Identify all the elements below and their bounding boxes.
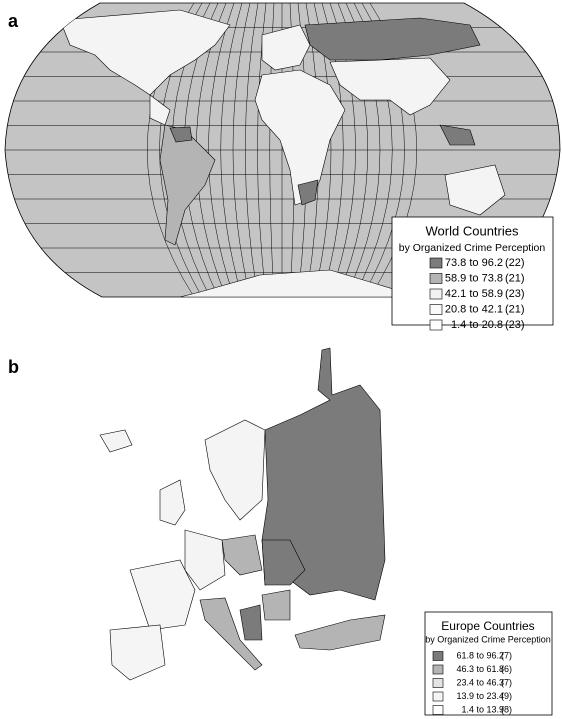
- turkey: [294, 614, 386, 651]
- legend-range: 1.4 to 13.9: [461, 704, 504, 714]
- legend-swatch: [429, 288, 443, 300]
- southeast-asia: [439, 124, 476, 146]
- legend-swatch: [432, 691, 444, 702]
- legend-subtitle: by Organized Crime Perception: [425, 634, 551, 644]
- australia: [444, 164, 506, 216]
- meridian: [232, 3, 251, 297]
- romania: [261, 589, 291, 621]
- legend-title: World Countries: [426, 223, 519, 238]
- legend-range: 61.8 to 96.2: [456, 650, 504, 660]
- legend-count: (21): [505, 272, 525, 284]
- legend-title: Europe Countries: [441, 619, 534, 633]
- europe-map: [99, 347, 386, 681]
- legend-range: 73.8 to 96.2: [445, 257, 503, 269]
- legend-count: (8): [501, 704, 512, 714]
- legend-swatch: [429, 273, 443, 284]
- legend-count: (6): [501, 664, 512, 674]
- legend-swatch: [432, 651, 444, 661]
- italy: [199, 597, 263, 671]
- russia: [304, 17, 481, 61]
- legend-swatch: [432, 705, 444, 715]
- meridian: [208, 3, 235, 297]
- legend-subtitle: by Organized Crime Perception: [399, 242, 546, 254]
- legend-swatch: [429, 257, 443, 269]
- legend-swatch: [429, 304, 443, 315]
- meridian: [245, 3, 259, 297]
- legend-count: (7): [501, 650, 512, 660]
- legend-range: 42.1 to 58.9: [445, 288, 503, 300]
- continents: [59, 9, 506, 297]
- legend: Europe Countries by Organized Crime Perc…: [424, 611, 553, 716]
- legend-range: 1.4 to 20.8: [451, 319, 503, 331]
- south-africa: [297, 179, 319, 206]
- legend-range: 58.9 to 73.8: [445, 272, 503, 284]
- legend-count: (21): [505, 303, 525, 315]
- legend-range: 23.4 to 46.3: [456, 677, 504, 687]
- legend: World Countries by Organized Crime Perce…: [391, 216, 554, 331]
- legend-count: (7): [501, 677, 512, 687]
- legend-swatch: [429, 319, 443, 331]
- legend-swatch: [432, 678, 444, 688]
- legend-count: (23): [505, 319, 525, 331]
- ukraine: [261, 539, 306, 586]
- legend-range: 13.9 to 23.4: [456, 691, 504, 701]
- panel-label: a: [8, 11, 19, 31]
- legend-count: (22): [505, 257, 525, 269]
- legend-range: 20.8 to 42.1: [445, 303, 503, 315]
- meridian: [220, 3, 243, 297]
- south-america: [159, 124, 216, 246]
- germany: [184, 529, 226, 591]
- venezuela: [169, 126, 193, 143]
- legend-count: (23): [505, 288, 525, 300]
- asia: [329, 57, 451, 116]
- iceland: [99, 429, 133, 453]
- britain: [159, 479, 186, 526]
- france: [129, 559, 196, 631]
- antarctica: [179, 269, 421, 297]
- poland: [221, 534, 263, 576]
- north-america: [59, 9, 231, 96]
- iberia: [109, 624, 166, 681]
- legend-count: (9): [501, 691, 512, 701]
- balkans: [239, 604, 263, 641]
- europe: [261, 24, 311, 71]
- scandinavia: [204, 419, 266, 521]
- panel-label: b: [8, 357, 19, 377]
- legend-box: [424, 611, 553, 716]
- legend-range: 46.3 to 61.8: [456, 664, 504, 674]
- legend-swatch: [432, 664, 444, 675]
- legend-box: [391, 216, 554, 326]
